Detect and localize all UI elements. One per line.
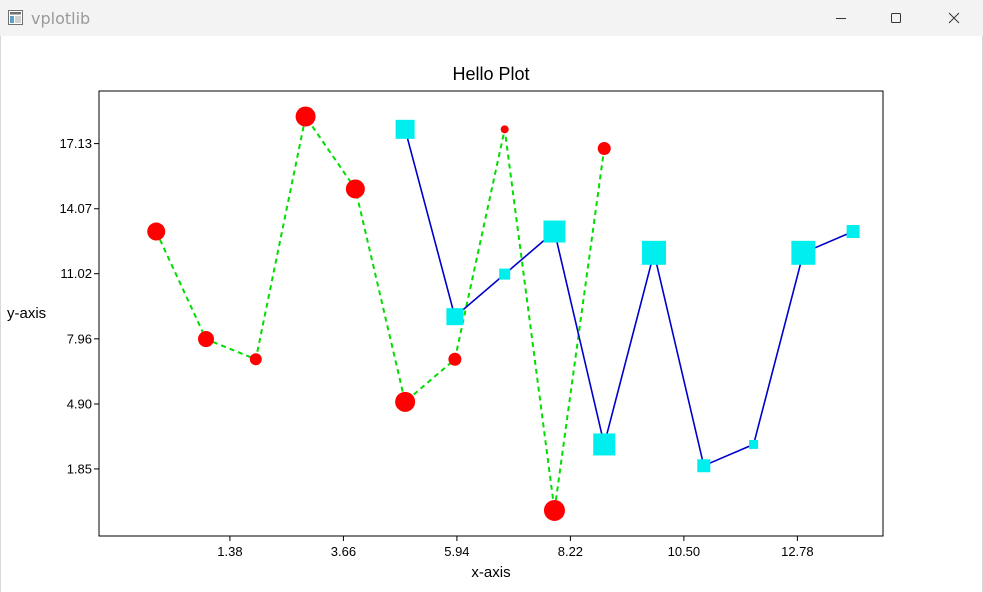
x-tick-label: 1.38 <box>217 544 242 559</box>
y-tick-label: 1.85 <box>67 461 92 476</box>
x-tick-label: 3.66 <box>331 544 356 559</box>
data-point <box>642 240 667 265</box>
data-point <box>791 240 816 265</box>
x-tick-label: 12.78 <box>781 544 814 559</box>
close-icon <box>948 12 960 24</box>
y-tick-label: 14.07 <box>59 201 92 216</box>
y-axis-label: y-axis <box>7 305 46 322</box>
series-1 <box>147 106 611 521</box>
minimize-button[interactable] <box>818 0 864 36</box>
minimize-icon <box>835 12 847 24</box>
data-point <box>543 499 565 521</box>
x-tick-label: 8.22 <box>558 544 583 559</box>
x-axis-ticks: 1.38 3.66 5.94 8.22 10.50 12.78 <box>217 536 814 559</box>
series-1-line <box>155 114 606 511</box>
data-point <box>395 391 416 412</box>
chart-title: Hello Plot <box>452 64 529 84</box>
y-tick-label: 17.13 <box>59 136 92 151</box>
window-titlebar[interactable]: vplotlib <box>0 0 983 36</box>
data-point <box>749 439 759 449</box>
chart: Hello Plot 1.38 3.66 5.94 8.22 10.50 12.78 1.… <box>7 64 884 581</box>
data-point <box>499 268 511 280</box>
app-window-icon <box>8 10 23 25</box>
x-axis-label: x-axis <box>471 564 510 581</box>
data-point <box>593 433 616 456</box>
y-tick-label: 4.90 <box>67 396 92 411</box>
series-layer <box>147 106 860 521</box>
maximize-icon <box>890 12 902 24</box>
data-point <box>446 308 464 326</box>
maximize-button[interactable] <box>873 0 919 36</box>
close-button[interactable] <box>931 0 977 36</box>
data-point <box>345 179 365 199</box>
y-tick-label: 7.96 <box>67 331 92 346</box>
data-point <box>597 141 611 155</box>
data-point <box>543 220 566 243</box>
data-point <box>147 222 166 241</box>
x-tick-label: 5.94 <box>444 544 469 559</box>
y-axis-ticks: 1.85 4.90 7.96 11.02 14.07 17.13 <box>59 136 99 476</box>
data-point <box>395 119 415 139</box>
x-tick-label: 10.50 <box>668 544 701 559</box>
series-2 <box>395 119 860 473</box>
data-point <box>697 459 711 473</box>
plot-area <box>98 90 884 537</box>
data-point <box>198 331 215 348</box>
window-left-border <box>0 36 1 592</box>
data-point <box>295 106 316 127</box>
window-title: vplotlib <box>31 9 91 28</box>
series-2-line <box>404 129 854 467</box>
data-point <box>846 225 860 239</box>
data-point <box>500 125 509 134</box>
y-tick-label: 11.02 <box>60 266 92 281</box>
data-point <box>448 352 462 366</box>
data-point <box>249 353 262 366</box>
